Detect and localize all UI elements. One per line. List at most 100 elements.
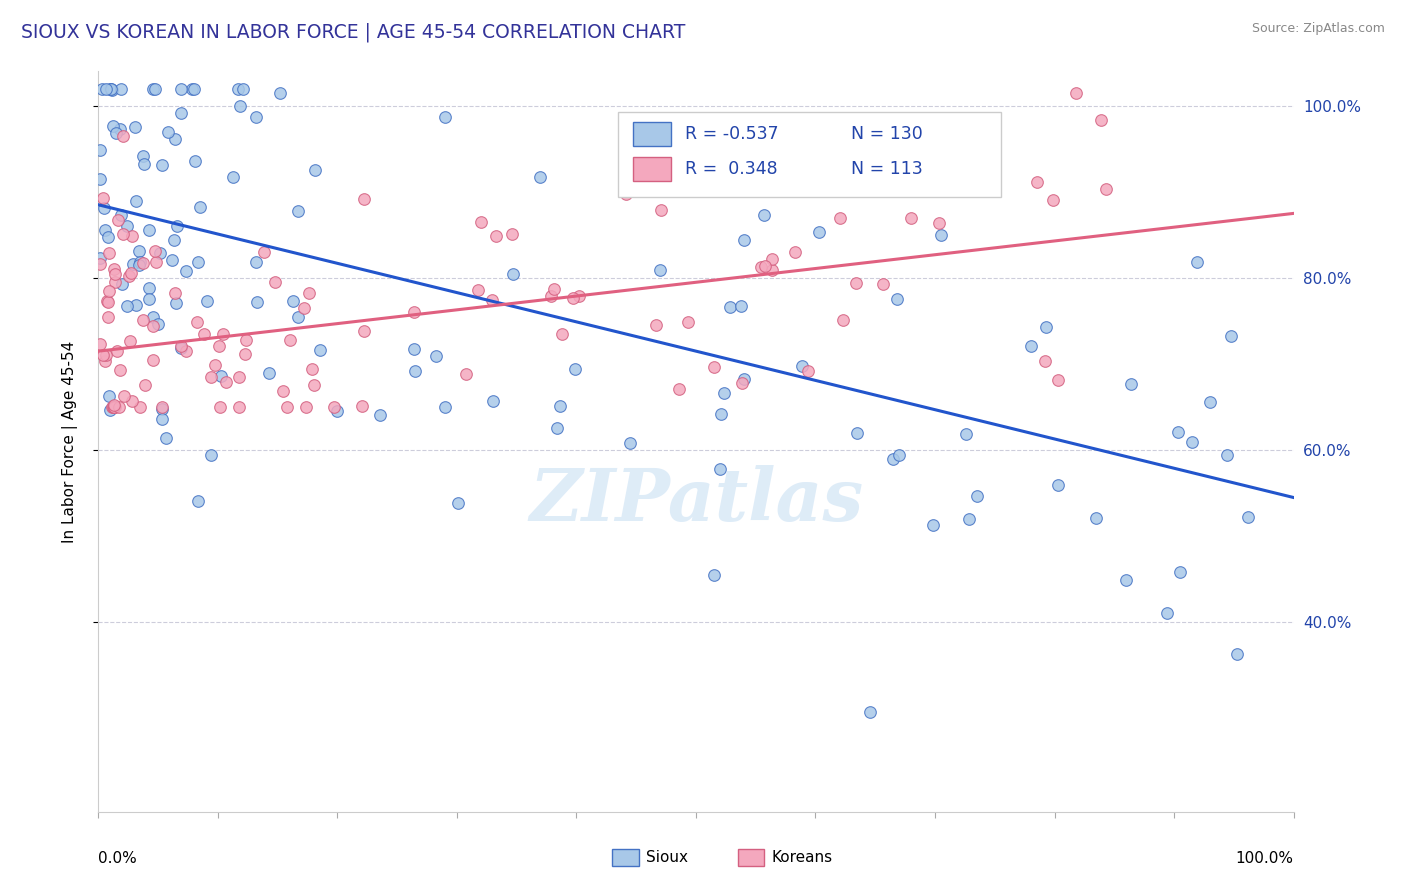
Text: R = -0.537: R = -0.537 xyxy=(685,125,779,144)
Point xyxy=(138,281,160,295)
Point xyxy=(138,223,160,237)
Point xyxy=(456,367,478,381)
Point xyxy=(404,364,426,378)
Point xyxy=(730,299,752,313)
Point xyxy=(125,194,148,208)
Point xyxy=(96,81,118,95)
Point xyxy=(650,262,672,277)
Point xyxy=(257,367,280,381)
Point xyxy=(540,289,562,303)
Point xyxy=(215,375,238,389)
Point xyxy=(142,310,165,325)
Point xyxy=(150,412,173,426)
Point xyxy=(752,165,775,179)
Point xyxy=(245,110,267,124)
Point xyxy=(548,399,571,413)
Point xyxy=(121,229,143,244)
Point xyxy=(212,326,235,341)
Point xyxy=(481,393,503,408)
Point xyxy=(1085,510,1108,524)
Point xyxy=(529,169,551,184)
Point xyxy=(1025,175,1047,189)
Point xyxy=(754,259,776,273)
Y-axis label: In Labor Force | Age 45-54: In Labor Force | Age 45-54 xyxy=(62,341,77,542)
Point xyxy=(148,317,170,331)
Point xyxy=(352,399,374,413)
Point xyxy=(882,452,904,467)
Point xyxy=(222,169,245,184)
Point xyxy=(295,400,318,414)
Point xyxy=(845,276,868,290)
Point xyxy=(142,318,165,333)
Point xyxy=(165,295,187,310)
Point xyxy=(141,81,163,95)
FancyBboxPatch shape xyxy=(613,849,638,866)
Point xyxy=(121,393,143,408)
Point xyxy=(246,294,269,309)
Point xyxy=(104,267,127,281)
Point xyxy=(108,122,131,136)
Point xyxy=(747,167,769,181)
Point xyxy=(326,404,349,418)
Text: Source: ZipAtlas.com: Source: ZipAtlas.com xyxy=(1251,22,1385,36)
Point xyxy=(1115,573,1137,587)
Point xyxy=(97,230,120,244)
Point xyxy=(174,263,197,277)
Point xyxy=(98,403,121,417)
Point xyxy=(271,384,294,398)
Point xyxy=(1066,86,1088,100)
Point xyxy=(1236,510,1258,524)
Point xyxy=(900,211,922,226)
Point xyxy=(97,246,120,260)
Point xyxy=(103,400,125,414)
Point xyxy=(132,148,155,162)
Point xyxy=(94,354,117,368)
Point xyxy=(229,99,252,113)
Point xyxy=(1181,435,1204,450)
Point xyxy=(404,343,426,357)
Point xyxy=(543,282,565,296)
Point xyxy=(703,360,725,375)
Point xyxy=(302,377,325,392)
Point xyxy=(93,202,115,216)
Point xyxy=(1119,377,1142,392)
Point xyxy=(619,435,641,450)
Point xyxy=(353,324,375,338)
Point xyxy=(170,106,193,120)
Point xyxy=(150,158,173,172)
Point xyxy=(112,227,135,241)
Point xyxy=(101,400,124,414)
Point xyxy=(929,228,952,243)
Point xyxy=(89,143,111,157)
Point xyxy=(186,315,208,329)
Point xyxy=(966,489,988,503)
Point xyxy=(859,706,882,720)
Point xyxy=(1042,194,1064,208)
Point xyxy=(228,369,250,384)
Point xyxy=(733,233,755,247)
Point xyxy=(731,376,754,390)
Point xyxy=(204,358,226,372)
Point xyxy=(1167,425,1189,439)
Point xyxy=(485,229,508,244)
Point xyxy=(281,293,304,308)
Point xyxy=(122,256,145,270)
Point xyxy=(1168,565,1191,579)
Point xyxy=(276,400,298,414)
Point xyxy=(749,260,772,275)
Point xyxy=(105,343,128,358)
Point xyxy=(353,192,375,206)
Point xyxy=(188,200,211,214)
Point xyxy=(103,120,125,134)
Point xyxy=(1090,113,1112,128)
Point xyxy=(200,448,222,462)
Point xyxy=(1035,320,1057,334)
Point xyxy=(253,245,276,260)
Point xyxy=(163,285,186,300)
Point xyxy=(100,81,122,95)
Point xyxy=(208,400,231,414)
Point xyxy=(235,334,257,348)
Point xyxy=(93,192,115,206)
Point xyxy=(208,339,231,353)
Point xyxy=(832,313,855,327)
